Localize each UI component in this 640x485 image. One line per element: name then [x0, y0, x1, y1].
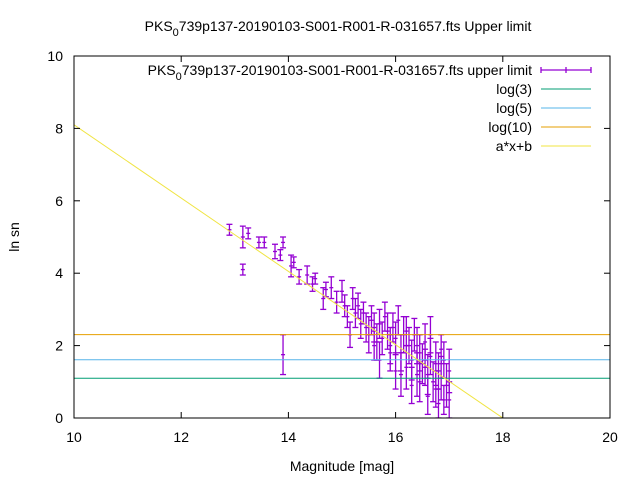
data-point: [408, 366, 415, 405]
y-tick-label: 2: [55, 338, 63, 354]
data-point: [392, 352, 399, 390]
legend-label-prefix: PKS: [148, 62, 176, 78]
data-point: [416, 361, 423, 403]
x-tick-label: 16: [388, 429, 404, 445]
x-tick-label: 12: [173, 429, 189, 445]
data-point: [277, 249, 284, 262]
data-point: [344, 305, 351, 329]
data-point: [245, 227, 252, 240]
y-tick-label: 4: [55, 265, 63, 281]
data-point: [389, 312, 396, 343]
data-point: [333, 290, 340, 314]
plot-area: [74, 124, 610, 418]
legend-label: log(10): [488, 119, 532, 135]
data-point: [339, 279, 345, 303]
data-point: [403, 315, 410, 347]
data-point: [322, 281, 329, 298]
data-point: [379, 321, 386, 356]
data-point: [352, 297, 359, 329]
data-point: [363, 312, 370, 343]
data-point: [312, 272, 319, 285]
x-tick-label: 10: [66, 429, 82, 445]
data-point: [280, 236, 287, 249]
legend-label: log(3): [496, 81, 532, 97]
series-a-x-b: [74, 124, 504, 418]
data-point: [239, 225, 246, 249]
plot-marks: [74, 124, 610, 418]
data-point: [261, 236, 268, 249]
y-axis-label: ln sn: [6, 222, 22, 252]
y-tick-label: 0: [55, 410, 63, 426]
data-point: [430, 361, 437, 403]
y-tick-label: 10: [47, 48, 63, 64]
data-point: [280, 334, 287, 376]
data-point: [255, 236, 262, 249]
x-tick-label: 14: [281, 429, 297, 445]
data-point: [290, 256, 297, 269]
data-point: [296, 268, 303, 285]
x-tick-label: 20: [602, 429, 618, 445]
data-point: [414, 326, 421, 365]
chart-title: PKS0739p137-20190103-S001-R001-R-031657.…: [145, 18, 532, 39]
data-point: [304, 265, 311, 285]
data-point: [384, 312, 391, 350]
data-point: [320, 287, 327, 311]
legend-label: PKS0739p137-20190103-S001-R001-R-031657.…: [148, 62, 532, 83]
legend-label-sub: 0: [176, 71, 182, 83]
legend-label: log(5): [496, 100, 532, 116]
legend-label: a*x+b: [496, 138, 532, 154]
legend-label-suffix: 739p137-20190103-S001-R001-R-031657.fts …: [182, 62, 532, 78]
y-tick-label: 6: [55, 193, 63, 209]
data-point: [272, 243, 278, 260]
legend: PKS0739p137-20190103-S001-R001-R-031657.…: [148, 62, 592, 154]
data-point: [419, 343, 426, 385]
plot-border: [73, 55, 611, 419]
x-axis-label: Magnitude [mag]: [290, 458, 394, 474]
axes: 10 12 14 16 18 20 0 2 4 6 8 10: [47, 48, 618, 445]
y-tick-label: 8: [55, 120, 63, 136]
data-point: [422, 348, 429, 387]
data-point: [355, 292, 362, 320]
data-point: [440, 384, 447, 416]
x-tick-label: 18: [495, 429, 511, 445]
data-point: [239, 263, 246, 276]
data-point: [328, 276, 335, 300]
